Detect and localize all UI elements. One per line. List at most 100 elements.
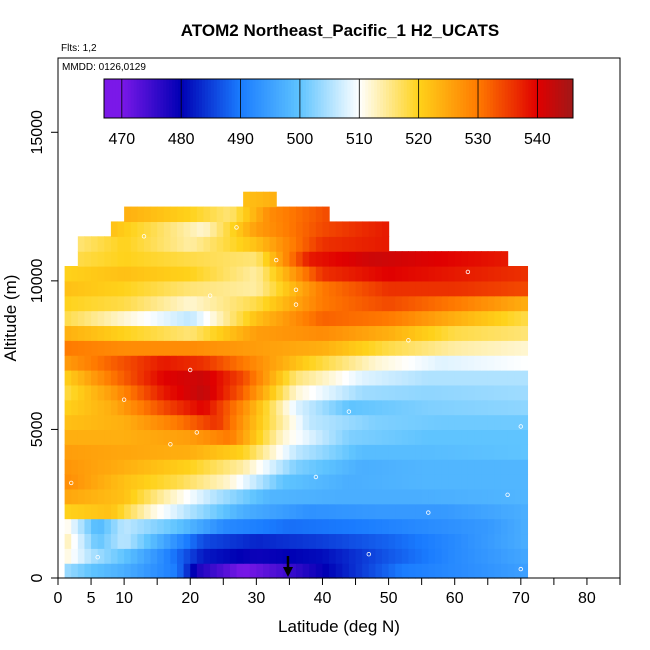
curtain-cell — [342, 429, 350, 445]
colorbar-segment — [561, 79, 565, 118]
curtain-cell — [500, 310, 509, 327]
curtain-cell — [249, 295, 257, 312]
curtain-cell — [97, 280, 105, 297]
curtain-cell — [243, 384, 251, 401]
curtain-cell — [296, 459, 304, 475]
curtain-cell — [110, 488, 119, 505]
curtain-cell — [302, 474, 310, 490]
curtain-cell — [375, 236, 383, 252]
curtain-cell — [110, 503, 119, 520]
colorbar-segment — [522, 79, 527, 118]
curtain-cell — [91, 474, 99, 490]
curtain-cell — [348, 280, 357, 297]
curtain-cell — [494, 488, 502, 505]
curtain-cell — [236, 384, 244, 401]
curtain-cell — [421, 474, 429, 490]
curtain-cell — [362, 503, 370, 520]
curtain-cell — [375, 518, 383, 535]
curtain-cell — [269, 548, 277, 564]
curtain-cell — [77, 325, 86, 341]
curtain-cell — [163, 384, 171, 401]
curtain-cell — [210, 355, 218, 371]
curtain-cell — [454, 414, 462, 431]
curtain-cell — [329, 399, 337, 416]
curtain-cell — [203, 488, 211, 505]
curtain-cell — [375, 474, 383, 490]
curtain-cell — [467, 548, 476, 564]
curtain-cell — [322, 414, 330, 431]
colorbar-segment — [501, 79, 506, 118]
colorbar-segment — [225, 79, 230, 118]
curtain-cell — [249, 459, 257, 475]
curtain-cell — [190, 236, 198, 252]
curtain-cell — [315, 370, 324, 386]
curtain-cell — [276, 414, 284, 431]
curtain-cell — [150, 325, 158, 341]
curtain-cell — [84, 414, 92, 431]
curtain-cell — [348, 384, 357, 401]
curtain-cell — [170, 251, 178, 267]
curtain-cell — [71, 563, 79, 579]
curtain-cell — [269, 563, 277, 579]
curtain-cell — [302, 266, 310, 282]
curtain-cell — [329, 533, 337, 549]
curtain-cell — [124, 444, 132, 460]
colorbar-segment — [109, 79, 114, 118]
curtain-cell — [256, 488, 264, 505]
curtain-cell — [157, 325, 165, 341]
curtain-cell — [84, 280, 92, 297]
sample-point — [187, 367, 193, 373]
curtain-cell — [329, 310, 337, 327]
curtain-cell — [415, 280, 423, 297]
curtain-cell — [315, 414, 324, 431]
curtain-cell — [130, 206, 138, 223]
curtain-cell — [467, 563, 476, 579]
curtain-cell — [117, 548, 125, 564]
curtain-cell — [196, 548, 205, 564]
curtain-cell — [362, 295, 370, 312]
curtain-cell — [84, 399, 92, 416]
curtain-cell — [322, 518, 330, 535]
curtain-cell — [434, 503, 443, 520]
curtain-cell — [315, 266, 324, 282]
curtain-cell — [315, 236, 324, 252]
curtain-cell — [150, 384, 158, 401]
curtain-cell — [487, 533, 495, 549]
curtain-cell — [124, 429, 132, 445]
curtain-cell — [84, 310, 92, 327]
curtain-cell — [520, 474, 529, 490]
curtain-cell — [276, 325, 284, 341]
curtain-cell — [216, 429, 224, 445]
curtain-cell — [210, 533, 218, 549]
curtain-cell — [236, 266, 244, 282]
curtain-cell — [243, 355, 251, 371]
curtain-cell — [428, 503, 436, 520]
curtain-cell — [183, 429, 191, 445]
curtain-cell — [143, 503, 152, 520]
curtain-cell — [77, 399, 86, 416]
colorbar-segment — [469, 79, 473, 118]
curtain-cell — [362, 325, 370, 341]
curtain-cell — [163, 459, 171, 475]
curtain-cell — [375, 429, 383, 445]
curtain-cell — [461, 429, 469, 445]
colorbar-segment — [249, 79, 253, 118]
curtain-cell — [71, 399, 79, 416]
curtain-cell — [243, 221, 251, 237]
curtain-cell — [157, 459, 165, 475]
curtain-cell — [130, 340, 138, 356]
colorbar-segment — [475, 79, 479, 118]
curtain-cell — [276, 236, 284, 252]
curtain-cell — [137, 444, 145, 460]
curtain-cell — [150, 206, 158, 223]
curtain-cell — [454, 280, 462, 297]
curtain-cell — [269, 355, 277, 371]
curtain-cell — [335, 459, 343, 475]
curtain-cell — [71, 429, 79, 445]
curtain-cell — [223, 399, 231, 416]
curtain-cell — [157, 206, 165, 223]
curtain-cell — [500, 384, 509, 401]
colorbar-segment — [567, 79, 571, 118]
curtain-cell — [249, 221, 257, 237]
curtain-cell — [183, 488, 191, 505]
